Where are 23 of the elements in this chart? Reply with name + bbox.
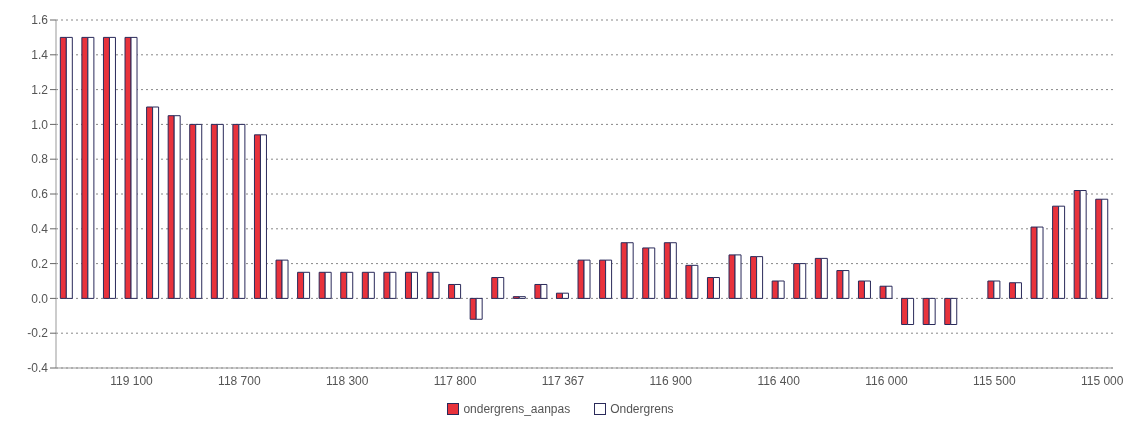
x-tick-label: 117 800 xyxy=(433,373,477,388)
x-tick-label: 118 700 xyxy=(218,373,261,388)
x-tick-label: 117 367 xyxy=(541,373,585,388)
y-tick-label: 0.4 xyxy=(31,222,49,237)
legend-label: Ondergrens xyxy=(609,402,674,416)
y-tick-label: 0.6 xyxy=(31,187,49,202)
y-tick-label: -0.2 xyxy=(27,326,49,341)
legend-label: ondergrens_aanpas xyxy=(462,402,571,416)
x-tick-label: 116 000 xyxy=(865,373,909,388)
y-tick-label: 1.2 xyxy=(31,82,49,97)
y-tick-label: 0.8 xyxy=(31,152,49,167)
x-tick-label: 118 300 xyxy=(325,373,369,388)
y-tick-label: 0.2 xyxy=(31,256,49,271)
x-tick-label: 116 900 xyxy=(649,373,693,388)
x-tick-label: 116 400 xyxy=(757,373,801,388)
y-tick-label: 1.0 xyxy=(31,117,49,132)
x-tick-label: 115 000 xyxy=(1080,373,1124,388)
y-tick-label: -0.4 xyxy=(27,361,49,376)
y-tick-label: 1.6 xyxy=(31,13,49,28)
y-tick-label: 1.4 xyxy=(31,48,49,63)
x-tick-label: 119 100 xyxy=(110,373,154,388)
x-tick-label: 115 500 xyxy=(973,373,1016,388)
y-tick-label: 0.0 xyxy=(31,291,49,306)
